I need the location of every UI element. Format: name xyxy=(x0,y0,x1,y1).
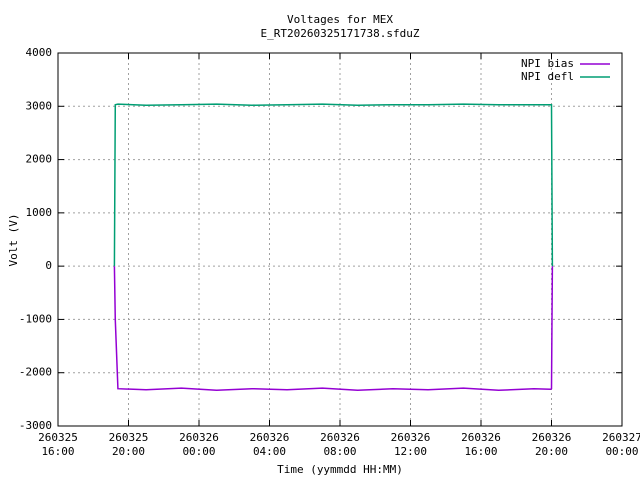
y-tick-label: -1000 xyxy=(19,312,52,325)
y-tick-label: 0 xyxy=(45,259,52,272)
y-tick-label: 3000 xyxy=(26,99,53,112)
y-axis-label: Volt (V) xyxy=(7,214,20,267)
x-tick-label: 260326 00:00 xyxy=(179,431,219,458)
legend-label: NPI bias xyxy=(521,57,574,70)
x-tick-label: 260326 16:00 xyxy=(461,431,501,458)
y-tick-label: -2000 xyxy=(19,366,52,379)
x-tick-label: 260326 20:00 xyxy=(532,431,572,458)
chart-title: Voltages for MEX xyxy=(287,13,393,26)
x-tick-label: 260326 12:00 xyxy=(391,431,431,458)
chart-subtitle: E_RT20260325171738.sfduZ xyxy=(261,27,420,40)
x-tick-label: 260326 08:00 xyxy=(320,431,360,458)
y-tick-label: -3000 xyxy=(19,419,52,432)
x-tick-label: 260326 04:00 xyxy=(250,431,290,458)
x-axis-label: Time (yymmdd HH:MM) xyxy=(277,463,403,476)
y-tick-label: 1000 xyxy=(26,206,53,219)
legend-label: NPI defl xyxy=(521,70,574,83)
x-tick-label: 260325 20:00 xyxy=(109,431,149,458)
x-tick-label: 260325 16:00 xyxy=(38,431,78,458)
plot-frame xyxy=(57,52,623,427)
y-tick-label: 4000 xyxy=(26,46,53,59)
series-line xyxy=(113,103,554,267)
series-line xyxy=(113,266,554,392)
y-tick-label: 2000 xyxy=(26,153,53,166)
x-tick-label: 260327 00:00 xyxy=(602,431,640,458)
